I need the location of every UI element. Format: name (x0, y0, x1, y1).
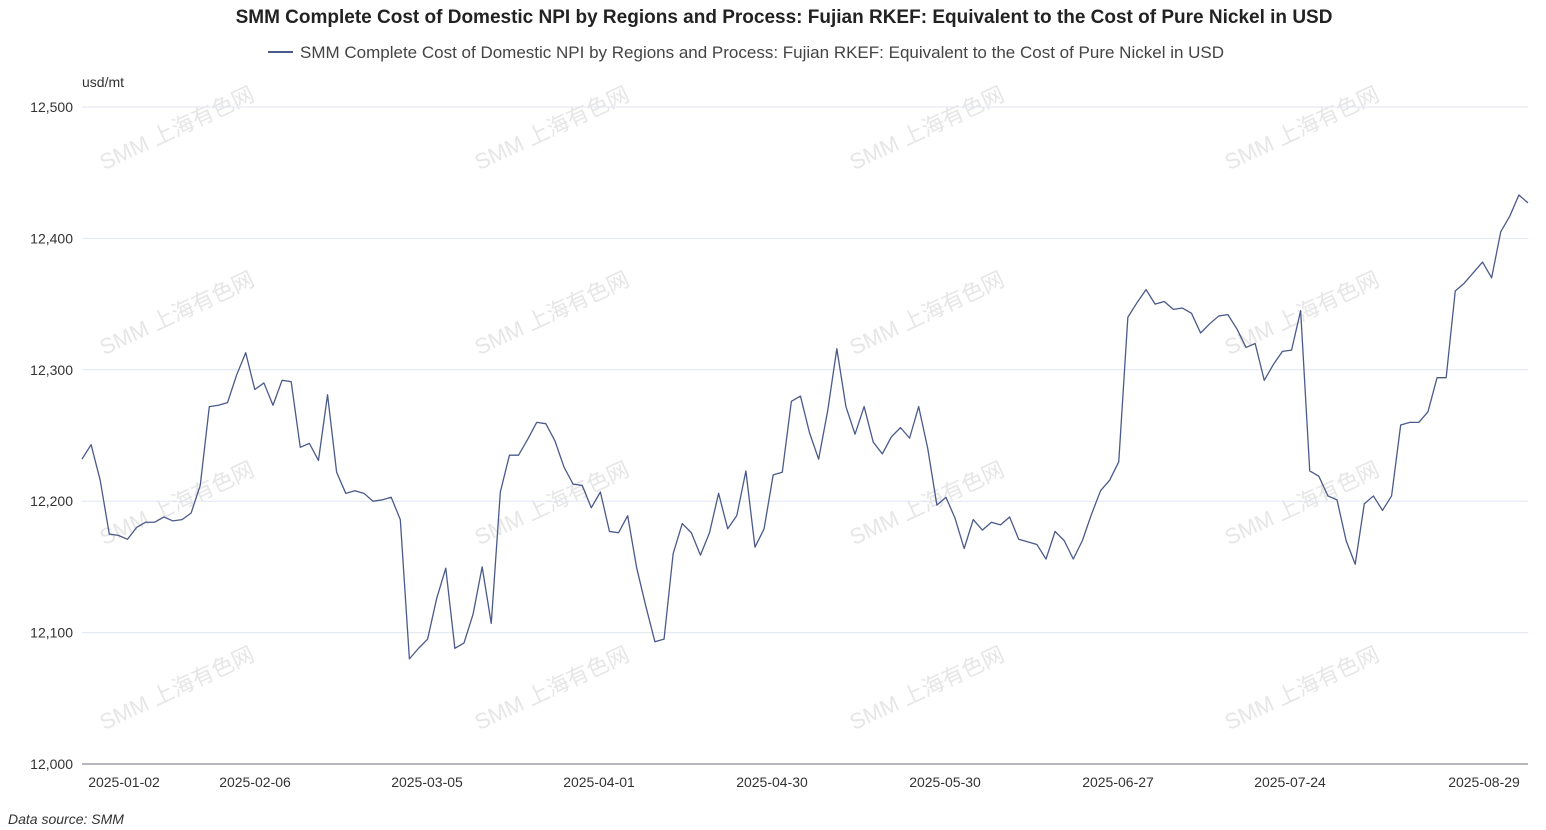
watermark-text: SMM 上海有色网 (846, 266, 1008, 359)
watermark-text: SMM 上海有色网 (471, 81, 633, 174)
grid-lines (82, 106, 1528, 634)
watermark-text: SMM 上海有色网 (471, 641, 633, 734)
x-tick-label: 2025-01-02 (88, 774, 160, 790)
legend-label: SMM Complete Cost of Domestic NPI by Reg… (300, 43, 1224, 62)
x-tick-label: 2025-04-01 (563, 774, 635, 790)
watermark-text: SMM 上海有色网 (96, 81, 258, 174)
watermark-text: SMM 上海有色网 (471, 456, 633, 549)
x-tick-label: 2025-03-05 (391, 774, 463, 790)
data-source: Data source: SMM (8, 811, 124, 827)
x-tick-label: 2025-08-29 (1448, 774, 1520, 790)
y-tick-label: 12,100 (30, 625, 73, 641)
x-tick-label: 2025-07-24 (1254, 774, 1326, 790)
y-tick-label: 12,400 (30, 230, 73, 246)
chart-title: SMM Complete Cost of Domestic NPI by Reg… (236, 7, 1333, 28)
watermark-text: SMM 上海有色网 (1221, 641, 1383, 734)
y-tick-label: 12,200 (30, 493, 73, 509)
watermark-text: SMM 上海有色网 (1221, 81, 1383, 174)
y-tick-label: 12,300 (30, 362, 73, 378)
y-tick-label: 12,000 (30, 756, 73, 772)
y-axis: 12,000 12,100 12,200 12,300 12,400 12,500 (30, 99, 73, 772)
watermark-text: SMM 上海有色网 (846, 641, 1008, 734)
x-tick-label: 2025-04-30 (736, 774, 808, 790)
x-tick-label: 2025-02-06 (219, 774, 291, 790)
watermark-text: SMM 上海有色网 (96, 641, 258, 734)
y-tick-label: 12,500 (30, 99, 73, 115)
watermark-text: SMM 上海有色网 (1221, 456, 1383, 549)
x-axis: 2025-01-02 2025-02-06 2025-03-05 2025-04-01… (88, 774, 1520, 790)
watermark-text: SMM 上海有色网 (846, 81, 1008, 174)
watermark-text: SMM 上海有色网 (96, 266, 258, 359)
watermark-layer: SMM 上海有色网 SMM 上海有色网 SMM 上海有色网 SMM 上海有色网 SMM … (96, 81, 1383, 734)
x-tick-label: 2025-06-27 (1082, 774, 1154, 790)
watermark-text: SMM 上海有色网 (471, 266, 633, 359)
x-tick-label: 2025-05-30 (909, 774, 981, 790)
series-line (81, 194, 1529, 660)
y-axis-unit: usd/mt (82, 74, 124, 90)
legend[interactable]: SMM Complete Cost of Domestic NPI by Reg… (268, 43, 1224, 62)
watermark-text: SMM 上海有色网 (846, 456, 1008, 549)
